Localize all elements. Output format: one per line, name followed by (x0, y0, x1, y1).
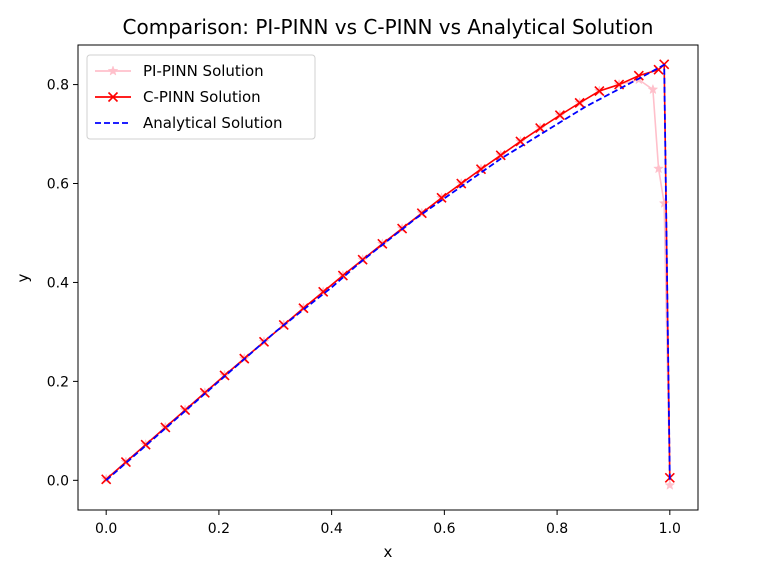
y-tick-label: 0.2 (47, 374, 69, 390)
x-tick-label: 0.8 (546, 521, 568, 537)
data-point (653, 162, 664, 174)
x-axis-label: x (384, 543, 393, 561)
y-tick-label: 0.8 (47, 78, 69, 94)
x-tick-label: 0.2 (208, 521, 230, 537)
legend-item: Analytical Solution (95, 114, 283, 132)
legend-label: Analytical Solution (143, 114, 283, 132)
plot-area (100, 59, 676, 490)
y-axis: 0.0 0.2 0.4 0.6 0.8 (47, 78, 78, 489)
x-tick-label: 0.6 (433, 521, 455, 537)
legend-box (86, 54, 316, 140)
chart-title: Comparison: PI-PINN vs C-PINN vs Analyti… (123, 15, 654, 39)
legend-marker (107, 65, 119, 76)
data-point (664, 479, 676, 490)
data-point (495, 150, 506, 161)
series-line (105, 63, 671, 481)
data-point (337, 270, 348, 281)
x-tick-label: 0.4 (321, 521, 343, 537)
y-tick-label: 0.4 (47, 275, 69, 291)
data-point (318, 286, 329, 297)
y-tick-label: 0.6 (47, 177, 69, 193)
x-axis: 0.0 0.2 0.4 0.6 0.8 1.0 (95, 510, 681, 537)
x-tick-label: 0.0 (95, 521, 117, 537)
legend-item: C-PINN Solution (95, 88, 261, 106)
y-tick-label: 0.0 (47, 473, 69, 489)
data-point (436, 192, 447, 203)
x-tick-label: 1.0 (659, 521, 681, 537)
data-point (574, 97, 585, 108)
data-point (658, 197, 670, 208)
data-point (647, 83, 659, 95)
plot-frame (77, 44, 699, 511)
data-point (594, 85, 605, 97)
series-analytical-solution (105, 63, 671, 481)
legend-label: C-PINN Solution (143, 88, 261, 106)
legend-marker (107, 91, 119, 103)
y-axis-label: y (14, 273, 32, 282)
data-point (535, 123, 546, 134)
data-point (554, 110, 565, 121)
legend: PI-PINN Solution C-PINN Solution Analytica… (86, 54, 316, 140)
data-point (633, 70, 644, 81)
legend-label: PI-PINN Solution (143, 62, 264, 80)
legend-item: PI-PINN Solution (95, 62, 264, 80)
data-point (456, 178, 467, 189)
data-point (475, 164, 487, 175)
